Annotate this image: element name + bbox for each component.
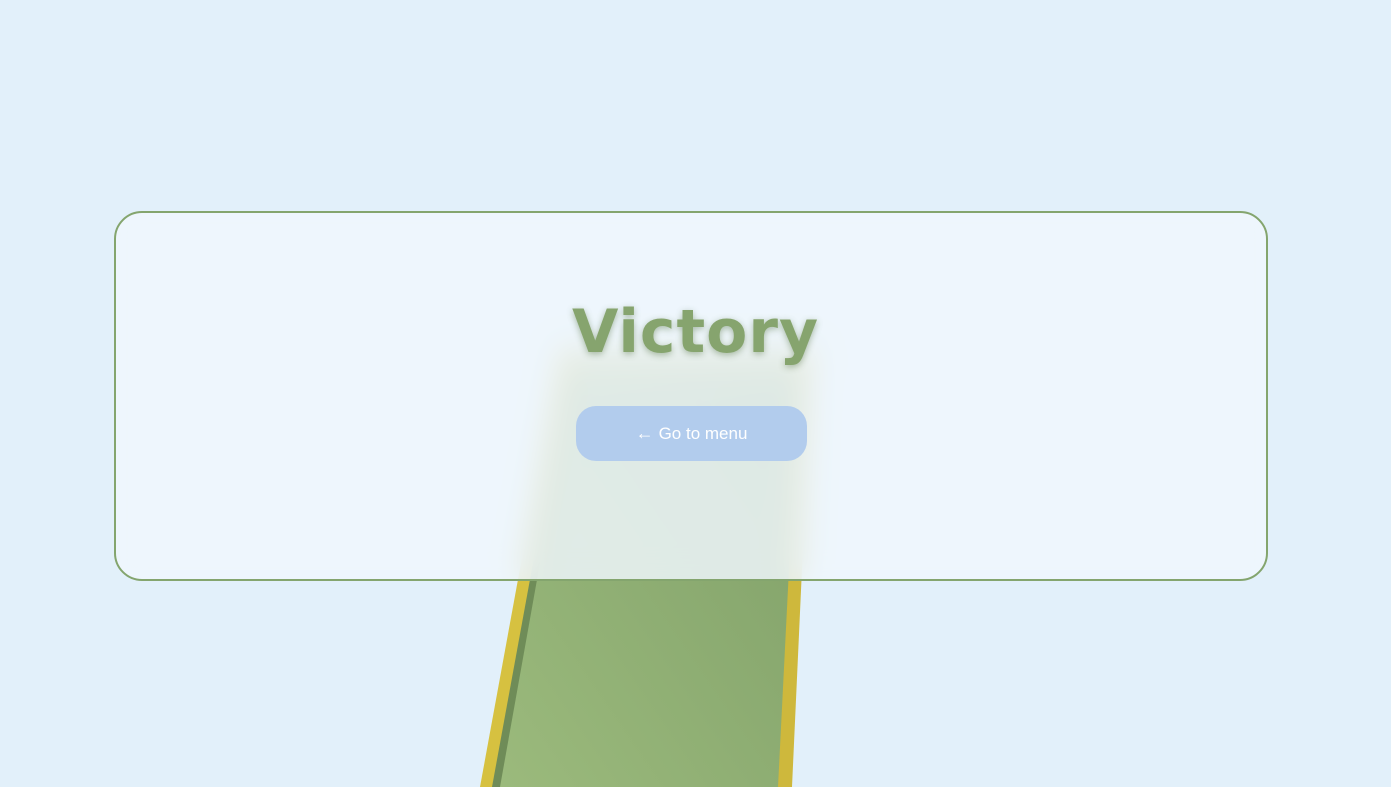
left-arrow-icon: ←	[635, 423, 654, 443]
victory-panel	[114, 211, 1268, 581]
victory-title: Victory	[571, 297, 820, 367]
go-to-menu-label: Go to menu	[658, 423, 748, 443]
go-to-menu-button[interactable]: ← Go to menu	[576, 406, 807, 461]
